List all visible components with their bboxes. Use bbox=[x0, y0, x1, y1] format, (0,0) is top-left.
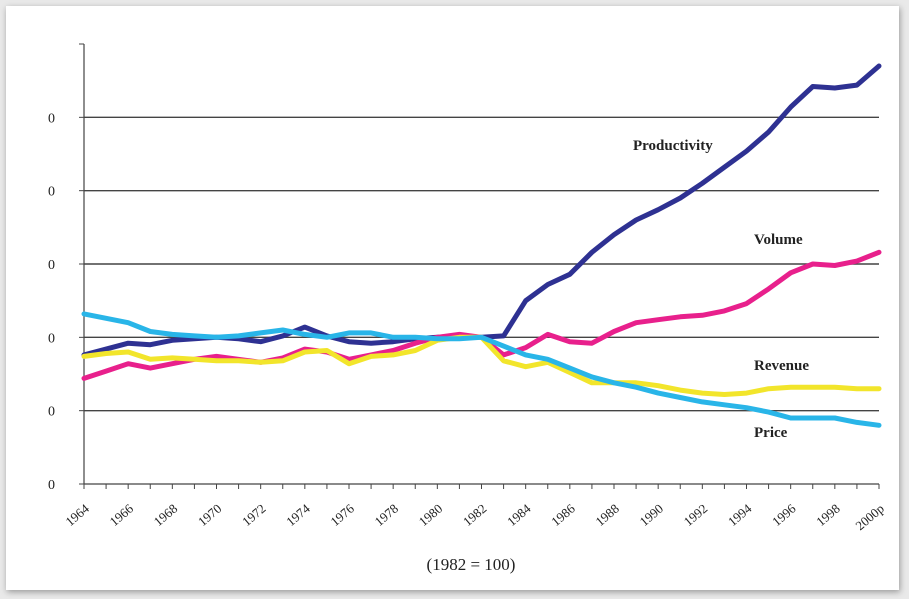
x-tick-label: 1972 bbox=[239, 501, 269, 529]
series-labels: Productivity Volume Revenue Price bbox=[633, 138, 809, 441]
series-line-productivity bbox=[81, 63, 882, 358]
x-tick-label: 2000p bbox=[852, 501, 887, 533]
series-label-revenue: Revenue bbox=[754, 358, 809, 374]
x-tick-label: 1988 bbox=[592, 501, 622, 529]
series-label-volume: Volume bbox=[754, 232, 803, 248]
x-tick-label: 1984 bbox=[504, 500, 534, 529]
series-lines bbox=[81, 63, 882, 428]
x-tick-label: 1982 bbox=[460, 501, 490, 529]
y-tick-labels: 0 0 0 0 0 0 bbox=[48, 111, 55, 493]
x-tick-label: 1998 bbox=[813, 501, 843, 529]
x-tick-label: 1970 bbox=[195, 501, 225, 529]
x-tick-label: 1964 bbox=[62, 500, 92, 529]
y-tick-label: 0 bbox=[48, 405, 55, 420]
y-tick-label: 0 bbox=[48, 478, 55, 493]
series-label-price: Price bbox=[754, 425, 788, 441]
x-tick-label: 1968 bbox=[151, 501, 181, 529]
x-tick-labels: 1964 1966 1968 1970 1972 1974 1976 1978 1980 1982… bbox=[62, 500, 887, 533]
x-tick-label: 1966 bbox=[107, 500, 137, 529]
y-tick-label: 0 bbox=[48, 258, 55, 273]
series-line-price bbox=[81, 311, 882, 428]
series-label-productivity: Productivity bbox=[633, 138, 713, 154]
x-tick-label: 1994 bbox=[725, 500, 755, 529]
y-tick-label: 0 bbox=[48, 111, 55, 126]
x-tick-label: 1980 bbox=[416, 501, 446, 529]
x-tick-label: 1986 bbox=[548, 500, 578, 529]
x-axis-caption: (1982 = 100) bbox=[427, 555, 516, 574]
x-tick-label: 1974 bbox=[283, 500, 313, 529]
y-tick-label: 0 bbox=[48, 185, 55, 200]
x-tick-label: 1976 bbox=[327, 500, 357, 529]
x-tick-label: 1978 bbox=[372, 501, 402, 529]
x-tick-label: 1996 bbox=[769, 500, 799, 529]
y-tick-label: 0 bbox=[48, 331, 55, 346]
axes bbox=[79, 43, 880, 489]
x-tick-label: 1992 bbox=[681, 501, 711, 529]
x-tick-label: 1990 bbox=[637, 501, 667, 529]
